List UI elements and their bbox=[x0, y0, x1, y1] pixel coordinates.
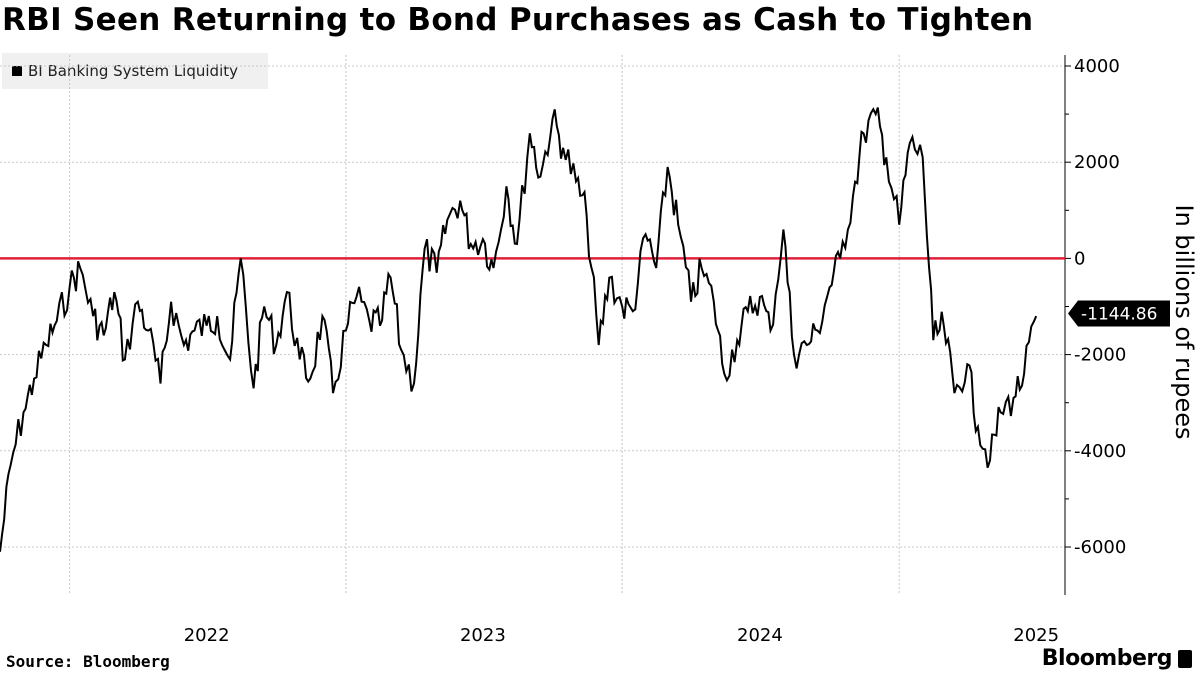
last-value-callout: -1144.86 bbox=[1068, 300, 1170, 327]
x-tick-label: 2023 bbox=[460, 625, 506, 646]
legend-swatch bbox=[12, 66, 22, 76]
chart-title: RBI Seen Returning to Bond Purchases as … bbox=[2, 2, 1034, 38]
y-axis: 4000 2000 0 -2000 -4000 -6000 bbox=[1064, 55, 1126, 595]
y-tick-label: -2000 bbox=[1074, 345, 1126, 366]
x-tick-label: 2024 bbox=[737, 625, 783, 646]
brand-logo: Bloomberg bbox=[1042, 646, 1192, 671]
y-axis-label: In billions of rupees bbox=[1170, 204, 1198, 440]
source-note: Source: Bloomberg bbox=[6, 652, 170, 671]
y-tick-label: -6000 bbox=[1074, 537, 1126, 558]
x-tick-label: 2022 bbox=[184, 625, 230, 646]
y-tick-label: 4000 bbox=[1074, 56, 1120, 77]
legend: BI Banking System Liquidity bbox=[2, 53, 268, 89]
x-axis: 2022 2023 2024 2025 bbox=[184, 625, 1059, 646]
x-tick-label: 2025 bbox=[1013, 625, 1059, 646]
y-tick-label: -4000 bbox=[1074, 441, 1126, 462]
y-tick-label: 2000 bbox=[1074, 152, 1120, 173]
last-value-callout-bg bbox=[1068, 300, 1170, 327]
brand-name: Bloomberg bbox=[1041, 646, 1173, 671]
series-line-banking-liquidity bbox=[0, 107, 1038, 552]
last-value-label: -1144.86 bbox=[1081, 304, 1157, 324]
bloomberg-terminal-icon bbox=[1178, 649, 1192, 668]
gridlines bbox=[0, 55, 1065, 595]
y-tick-label: 0 bbox=[1074, 248, 1085, 269]
